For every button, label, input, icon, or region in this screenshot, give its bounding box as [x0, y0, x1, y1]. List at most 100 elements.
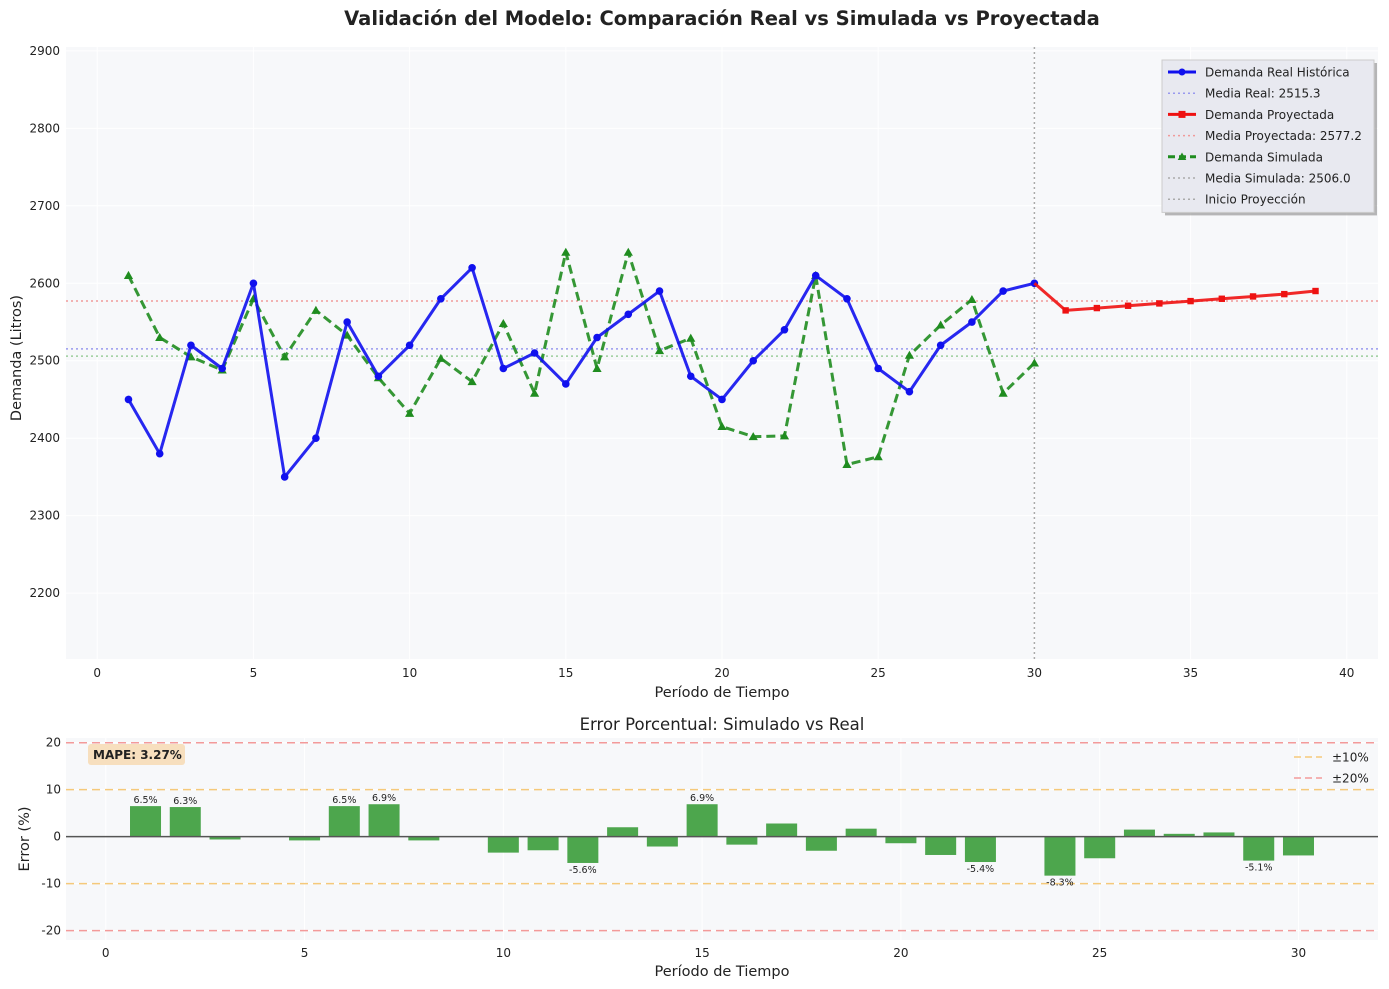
series-circle [124, 263, 1039, 481]
bar-value-label: 6.9% [690, 793, 714, 804]
error-bar [1084, 836, 1116, 859]
bar-value-label: -5.1% [1245, 863, 1273, 874]
bottom-y-tick-label: 10 [46, 783, 61, 797]
bottom-x-axis-label: Período de Tiempo [655, 964, 790, 980]
data-point-triangle [936, 320, 946, 329]
data-point-circle [905, 387, 914, 396]
error-bar [925, 836, 957, 855]
data-point-circle [562, 380, 570, 388]
top-legend: Demanda Real Histórica Media Real: 2515.3… [1161, 59, 1377, 216]
top-y-tick-label: 2300 [29, 509, 60, 523]
data-point-triangle [998, 388, 1008, 397]
error-bar [169, 807, 201, 837]
bar-value-label: -5.6% [569, 865, 597, 876]
top-x-axis-label: Período de Tiempo [655, 685, 790, 701]
data-point-triangle [436, 353, 446, 362]
data-point-triangle [592, 363, 602, 372]
top-y-tick-label: 2600 [29, 276, 60, 290]
top-y-tick-label: 2400 [29, 431, 60, 445]
error-bar [646, 836, 678, 847]
data-point-triangle [654, 346, 665, 355]
bottom-x-tick-label: 30 [1291, 946, 1306, 960]
top-tick-labels: 0 5 10 15 20 25 30 35 40 2200 2300 2400 2500 2600 2700… [29, 44, 1354, 680]
bottom-x-tick-label: 0 [102, 946, 110, 960]
data-point-triangle [155, 332, 165, 341]
data-point-triangle [342, 330, 352, 339]
error-bar [487, 836, 519, 853]
error-bar [527, 836, 559, 851]
top-y-tick-label: 2900 [29, 44, 60, 58]
data-point-square [1312, 287, 1319, 295]
data-point-circle [686, 372, 695, 381]
data-point-circle [374, 372, 383, 381]
bottom-chart-title: Error Porcentual: Simulado vs Real [580, 715, 865, 734]
top-x-tick-label: 30 [1027, 666, 1042, 680]
top-series [123, 247, 1319, 481]
bottom-y-axis-label: Error (%) [17, 806, 33, 871]
data-point-circle [655, 287, 664, 295]
data-point-triangle [405, 408, 415, 417]
data-point-triangle [717, 421, 727, 431]
data-point-circle [468, 263, 476, 272]
series-line [1033, 282, 1316, 312]
series-line [127, 266, 1035, 479]
data-point-square [1281, 290, 1288, 298]
data-point-square [1062, 307, 1069, 314]
data-point-square [1178, 110, 1186, 118]
data-point-circle [811, 271, 820, 280]
error-bar [964, 836, 996, 863]
data-point-circle [999, 287, 1007, 295]
bottom-y-tick-label: 0 [53, 830, 61, 844]
bar-value-label: 6.3% [173, 796, 197, 807]
data-point-circle [593, 333, 601, 342]
data-point-circle [530, 349, 539, 357]
series-line [127, 250, 1036, 467]
data-point-square [1187, 297, 1194, 305]
error-bar [1243, 836, 1275, 861]
error-bar [1163, 833, 1195, 837]
data-point-circle [405, 341, 414, 350]
legend-label: Demanda Proyectada [1205, 108, 1334, 122]
bar-value-label: -5.4% [967, 864, 995, 875]
top-x-tick-label: 0 [93, 666, 101, 680]
top-reference-lines [66, 47, 1378, 659]
data-point-triangle [967, 294, 977, 303]
data-point-square [1124, 302, 1132, 309]
error-bar [845, 828, 877, 837]
data-point-circle [249, 279, 258, 288]
data-point-circle [1178, 68, 1186, 76]
legend-label: Demanda Simulada [1205, 150, 1323, 164]
top-x-tick-label: 20 [714, 666, 729, 680]
legend-label: Inicio Proyección [1205, 193, 1306, 207]
data-point-square [1249, 293, 1257, 300]
data-point-circle [280, 473, 289, 481]
bottom-x-tick-label: 20 [893, 946, 908, 960]
legend-label: Media Simulada: 2506.0 [1205, 172, 1351, 186]
top-y-tick-label: 2800 [29, 121, 60, 135]
error-bar [328, 806, 360, 837]
data-point-circle [749, 356, 758, 365]
bottom-y-tick-label: 20 [46, 736, 61, 750]
demand-line-chart: 0 5 10 15 20 25 30 35 40 2200 2300 2400 2500 2600 2700… [9, 44, 1378, 701]
data-point-circle [843, 294, 851, 303]
top-x-tick-label: 5 [250, 666, 258, 680]
bar-value-label: 6.9% [372, 793, 396, 804]
data-point-triangle [873, 452, 883, 461]
error-bar [1123, 829, 1155, 837]
data-point-circle [312, 434, 320, 443]
top-y-tick-label: 2700 [29, 199, 60, 213]
top-x-tick-label: 10 [402, 666, 417, 680]
error-bar [1282, 836, 1314, 856]
data-point-square [1156, 300, 1163, 307]
data-point-square [1093, 304, 1101, 312]
data-point-circle [155, 449, 164, 458]
error-bar [1203, 832, 1235, 837]
bottom-tick-labels: 0 5 10 15 20 25 30 -20 -10 0 10 20 [41, 736, 1306, 960]
data-point-triangle [686, 333, 696, 342]
bottom-y-tick-label: -20 [41, 924, 61, 938]
series-triangle [123, 247, 1039, 469]
data-point-triangle [498, 318, 508, 328]
legend-label: ±20% [1332, 772, 1369, 786]
bottom-threshold-lines [66, 741, 1378, 932]
